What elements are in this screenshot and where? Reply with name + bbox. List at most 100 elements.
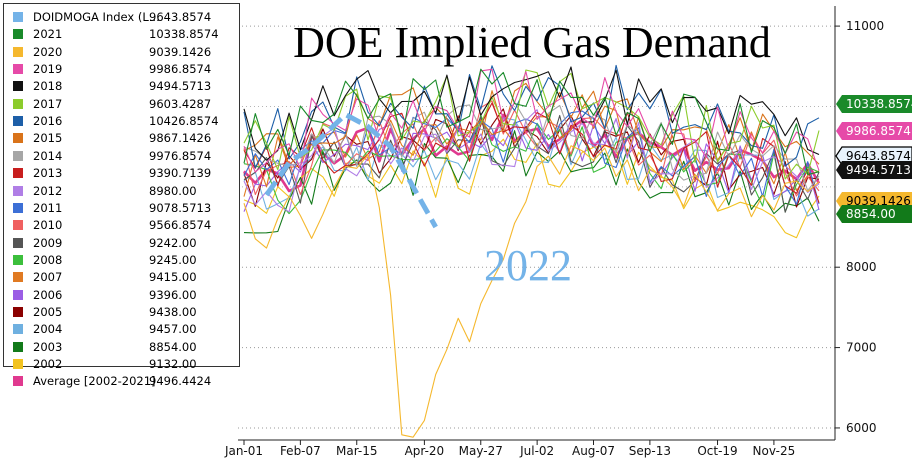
legend-series-name: 2013 bbox=[33, 166, 63, 181]
x-tick-label: Oct-19 bbox=[697, 444, 737, 458]
legend-series-value: 9566.8574 bbox=[149, 218, 212, 233]
legend-swatch bbox=[13, 168, 23, 179]
value-tag: 8854.00 bbox=[836, 205, 912, 223]
legend-item: 2016 10426.8574 bbox=[4, 112, 239, 130]
legend-series-value: 9078.5713 bbox=[149, 200, 212, 215]
legend-series-value: 8980.00 bbox=[149, 183, 197, 198]
legend-series-name: 2008 bbox=[33, 252, 63, 267]
legend-series-name: Average [2002-2021] bbox=[33, 374, 156, 389]
svg-text:10338.8574: 10338.8574 bbox=[846, 97, 912, 111]
legend-series-name: 2019 bbox=[33, 62, 63, 77]
legend-series-value: 9496.4424 bbox=[149, 374, 212, 389]
legend-item: 2013 9390.7139 bbox=[4, 164, 239, 182]
annotation-2022: 2022 bbox=[484, 241, 572, 290]
legend-swatch bbox=[13, 133, 23, 144]
svg-text:9494.5713: 9494.5713 bbox=[846, 163, 911, 177]
x-tick-label: Apr-20 bbox=[405, 444, 445, 458]
legend-swatch bbox=[13, 64, 23, 75]
series-line-2011 bbox=[243, 110, 820, 205]
legend-series-name: 2002 bbox=[33, 357, 63, 371]
legend-item: 2003 8854.00 bbox=[4, 338, 239, 356]
legend-series-value: 9986.8574 bbox=[149, 62, 212, 77]
legend-series-value: 9039.1426 bbox=[149, 44, 212, 59]
legend-series-value: 9242.00 bbox=[149, 235, 197, 250]
legend-series-value: 9457.00 bbox=[149, 322, 197, 337]
legend-series-value: 8854.00 bbox=[149, 339, 197, 354]
y-tick-label: 7000 bbox=[846, 341, 877, 355]
series-line-2014 bbox=[243, 101, 820, 192]
legend-item: 2002 9132.00 bbox=[4, 355, 239, 373]
legend-series-value: 10338.8574 bbox=[149, 27, 219, 42]
legend-series-value: 9494.5713 bbox=[149, 79, 212, 94]
legend-item: 2011 9078.5713 bbox=[4, 199, 239, 217]
legend-swatch bbox=[13, 306, 23, 317]
legend-swatch bbox=[13, 220, 23, 231]
legend-series-name: 2010 bbox=[33, 218, 63, 233]
legend-series-value: 9976.8574 bbox=[149, 148, 212, 163]
legend-item: 2005 9438.00 bbox=[4, 303, 239, 321]
legend-item: 2008 9245.00 bbox=[4, 251, 239, 269]
legend-series-name: 2011 bbox=[33, 200, 63, 215]
legend-swatch bbox=[13, 98, 23, 109]
svg-text:9986.8574: 9986.8574 bbox=[846, 124, 911, 138]
x-tick-label: Nov-25 bbox=[753, 444, 796, 458]
legend-swatch bbox=[13, 150, 23, 161]
legend-series-name: 2017 bbox=[33, 96, 63, 111]
legend-item: Average [2002-2021] 9496.4424 bbox=[4, 372, 239, 390]
legend-item: 2019 9986.8574 bbox=[4, 60, 239, 78]
legend-swatch bbox=[13, 359, 23, 369]
legend-swatch bbox=[13, 12, 23, 22]
svg-text:9643.8574: 9643.8574 bbox=[846, 149, 911, 163]
legend-item: 2007 9415.00 bbox=[4, 268, 239, 286]
legend-item: 2006 9396.00 bbox=[4, 286, 239, 304]
y-tick-label: 8000 bbox=[846, 260, 877, 274]
legend-swatch bbox=[13, 116, 23, 127]
legend-swatch bbox=[13, 81, 23, 92]
x-tick-label: May-27 bbox=[459, 444, 503, 458]
legend-series-name: 2005 bbox=[33, 304, 63, 319]
legend-swatch bbox=[13, 272, 23, 283]
legend-swatch bbox=[13, 254, 23, 265]
value-tag: 10338.8574 bbox=[836, 95, 912, 113]
legend-item: 2021 10338.8574 bbox=[4, 25, 239, 43]
x-tick-label: Aug-07 bbox=[572, 444, 615, 458]
legend-swatch bbox=[13, 341, 23, 352]
x-tick-label: Sep-13 bbox=[629, 444, 671, 458]
legend-series-name: 2016 bbox=[33, 114, 63, 129]
series-line-2022 bbox=[264, 111, 438, 229]
series-line-2018 bbox=[243, 66, 820, 161]
series-line-2021 bbox=[243, 68, 820, 176]
series-line-2003 bbox=[243, 130, 820, 234]
x-tick-label: Mar-15 bbox=[336, 444, 377, 458]
legend-item: 2020 9039.1426 bbox=[4, 43, 239, 61]
legend-swatch bbox=[13, 289, 23, 300]
series-line-2004 bbox=[243, 117, 820, 217]
legend-series-value: 9390.7139 bbox=[149, 166, 212, 181]
legend-swatch bbox=[13, 237, 23, 248]
legend-series-name: 2004 bbox=[33, 322, 63, 337]
legend-series-value: 9132.00 bbox=[149, 357, 197, 371]
legend-item: DOIDMOGA Index (L... 9643.8574 bbox=[4, 8, 239, 26]
legend-item: 2010 9566.8574 bbox=[4, 216, 239, 234]
value-tag: 9643.8574 bbox=[835, 146, 912, 166]
legend-item: 2018 9494.5713 bbox=[4, 77, 239, 95]
legend-series-name: 2012 bbox=[33, 183, 63, 198]
legend-item: 2014 9976.8574 bbox=[4, 147, 239, 165]
axis-layer: 6000 7000 8000 11000 Jan-01 Feb-07 Mar-15 Apr-2… bbox=[224, 6, 884, 458]
legend-series-value: 9643.8574 bbox=[149, 10, 212, 24]
legend-series-name: 2014 bbox=[33, 148, 63, 163]
legend-swatch bbox=[13, 376, 23, 387]
legend-series-name: 2020 bbox=[33, 44, 63, 59]
svg-text:8854.00: 8854.00 bbox=[846, 207, 896, 221]
legend-series-value: 9415.00 bbox=[149, 270, 197, 285]
legend-item: 2017 9603.4287 bbox=[4, 95, 239, 113]
legend-series-name: 2021 bbox=[33, 27, 63, 42]
legend-item: 2015 9867.1426 bbox=[4, 129, 239, 147]
legend-swatch bbox=[13, 185, 23, 196]
x-tick-label: Jul-02 bbox=[519, 444, 554, 458]
legend-series-name: 2006 bbox=[33, 287, 63, 302]
legend-series-value: 9867.1426 bbox=[149, 131, 212, 146]
